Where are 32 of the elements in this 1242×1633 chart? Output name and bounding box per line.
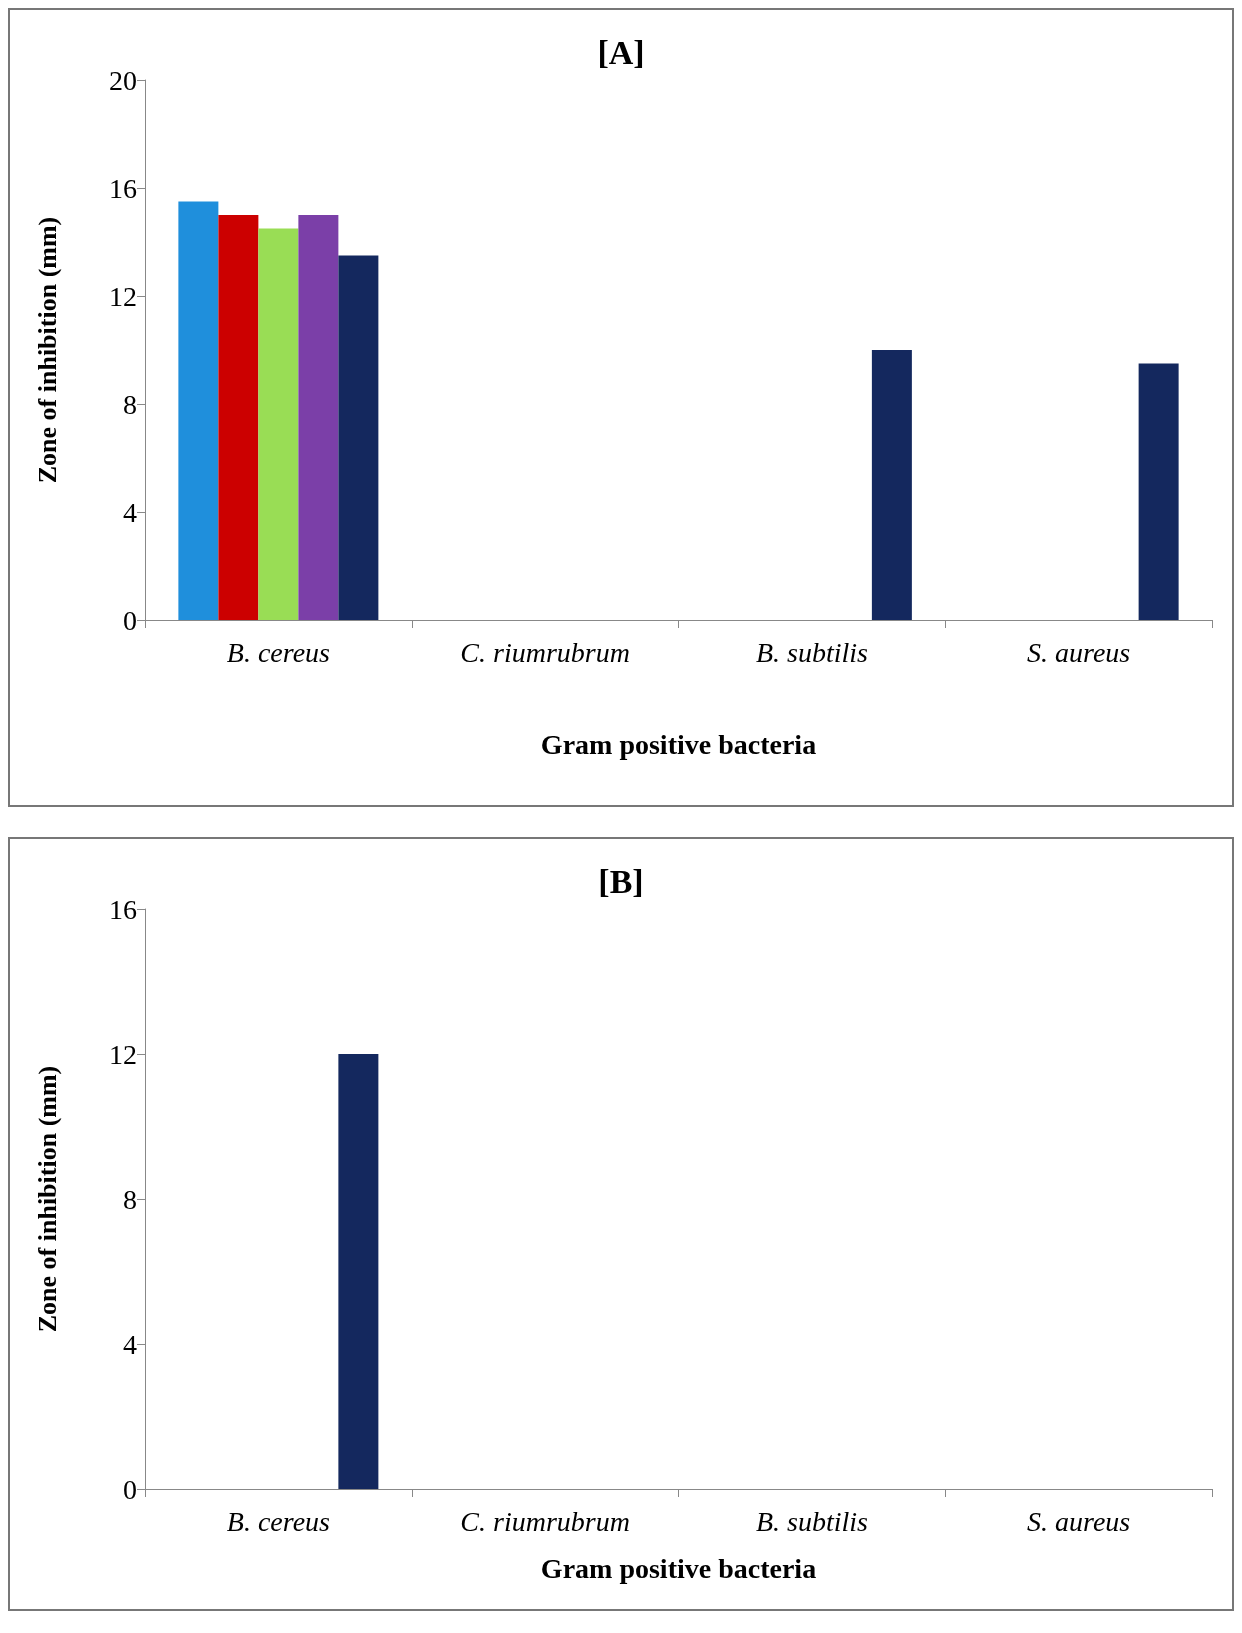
bar [871, 350, 912, 620]
x-tick-label: B. cereus [226, 636, 331, 668]
chart-title: [B] [598, 862, 644, 900]
x-tick-label: S. aureus [1027, 636, 1131, 668]
x-tick-label: C. riumrubrum [460, 1505, 630, 1537]
y-tick-label: 0 [123, 604, 137, 636]
x-tick-label: C. riumrubrum [460, 636, 630, 668]
y-tick-label: 12 [109, 1038, 137, 1070]
bar [218, 215, 259, 620]
x-tick-label: S. aureus [1027, 1505, 1131, 1537]
y-tick-label: 16 [109, 172, 137, 204]
x-axis-title: Gram positive bacteria [540, 1552, 817, 1584]
y-tick-label: 0 [123, 1473, 137, 1505]
x-tick-label: B. subtilis [755, 1505, 868, 1537]
x-tick-label: B. subtilis [755, 636, 868, 668]
y-tick-label: 4 [123, 496, 137, 528]
bar [1138, 363, 1179, 620]
y-tick-label: 4 [123, 1328, 137, 1360]
bar [298, 215, 339, 620]
y-tick-label: 12 [109, 280, 137, 312]
bar [178, 201, 219, 620]
bar [258, 228, 299, 620]
y-tick-label: 16 [109, 893, 137, 925]
x-axis-title: Gram positive bacteria [540, 728, 817, 760]
bar [338, 255, 379, 620]
y-tick-label: 8 [123, 388, 137, 420]
y-tick-label: 8 [123, 1183, 137, 1215]
y-axis-title: Zone of inhibition (mm) [32, 216, 62, 484]
y-axis-title: Zone of inhibition (mm) [32, 1065, 62, 1333]
y-tick-label: 20 [109, 64, 137, 96]
chart-title: [A] [597, 33, 645, 71]
x-tick-label: B. cereus [226, 1505, 331, 1537]
